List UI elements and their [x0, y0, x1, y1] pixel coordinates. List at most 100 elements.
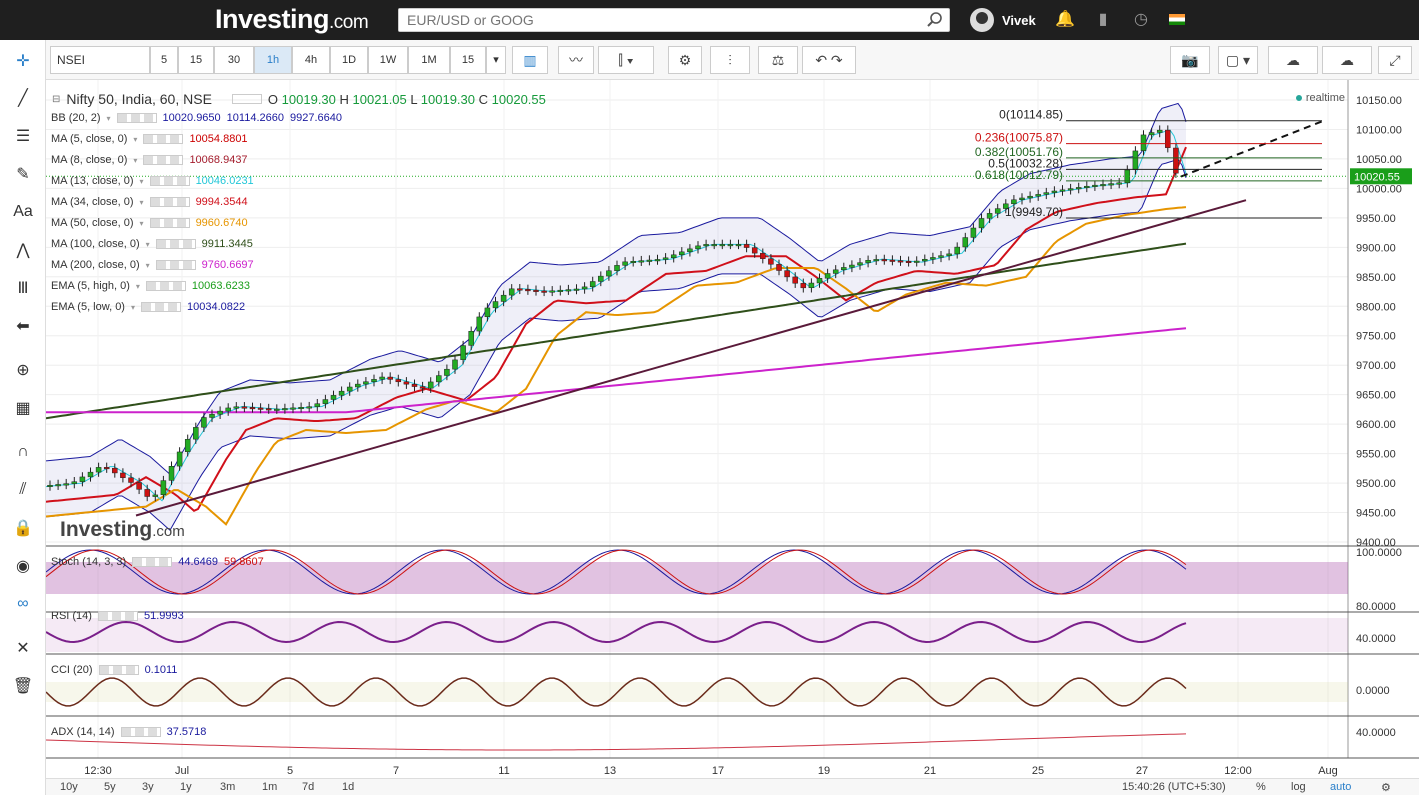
user-menu[interactable]: Vivek — [970, 8, 1036, 32]
dropdown-icon[interactable]: ▾ — [139, 176, 144, 186]
symbol-input[interactable]: NSEI — [50, 46, 150, 74]
interval-1h-button[interactable]: 1h — [254, 46, 292, 74]
dropdown-icon[interactable]: ▾ — [145, 260, 150, 270]
pane-settings-icon[interactable] — [120, 727, 161, 737]
back-arrow-icon[interactable]: ⬅ — [16, 318, 30, 335]
range-5y-button[interactable]: 5y — [104, 781, 116, 793]
indicator-legend[interactable]: MA (8, close, 0) ▾ 10068.9437 — [51, 154, 248, 166]
range-7d-button[interactable]: 7d — [302, 781, 315, 793]
gear-icon[interactable]: ⚙ — [668, 46, 702, 74]
range-3y-button[interactable]: 3y — [142, 781, 154, 793]
interval-dropdown-icon[interactable]: ▾ — [486, 46, 506, 74]
text-icon[interactable]: Aa — [13, 203, 33, 220]
indicator-settings-icon[interactable] — [145, 281, 186, 291]
dropdown-icon[interactable]: ▾ — [145, 239, 150, 249]
collapse-icon[interactable]: ⊟ — [52, 93, 61, 105]
log-toggle[interactable]: log — [1291, 781, 1306, 793]
clock-icon[interactable]: ◷ — [1134, 11, 1148, 28]
auto-toggle[interactable]: auto — [1330, 781, 1352, 793]
pane-legend[interactable]: CCI (20) 0.1011 — [51, 664, 177, 676]
zoom-icon[interactable]: ⊕ — [16, 362, 30, 379]
interval-30-button[interactable]: 30 — [214, 46, 254, 74]
interval-1D-button[interactable]: 1D — [330, 46, 368, 74]
dropdown-icon[interactable]: ▾ — [130, 302, 135, 312]
indicator-legend[interactable]: MA (5, close, 0) ▾ 10054.8801 — [51, 133, 248, 145]
indicators-icon[interactable]: ⫶ — [710, 46, 750, 74]
brush-icon[interactable]: ✎ — [16, 166, 30, 183]
pane-settings-icon[interactable] — [132, 557, 173, 567]
trash-icon[interactable]: 🗑 — [12, 678, 34, 695]
indicator-legend[interactable]: MA (100, close, 0) ▾ 9911.3445 — [51, 238, 253, 250]
indicator-legend[interactable]: MA (34, close, 0) ▾ 9994.3544 — [51, 196, 248, 208]
chart-area[interactable]: 10150.00 10100.00 10050.00 10000.00 9950.00 9… — [45, 80, 1419, 780]
interval-1M-button[interactable]: 1M — [408, 46, 450, 74]
camera-icon[interactable]: 📷 — [1170, 46, 1210, 74]
compare-icon[interactable]: ⚖ — [758, 46, 798, 74]
dropdown-icon[interactable]: ▾ — [135, 281, 140, 291]
portfolio-icon[interactable]: ▮ — [1098, 11, 1108, 28]
indicator-settings-icon[interactable] — [143, 134, 184, 144]
dropdown-icon[interactable]: ▾ — [139, 197, 144, 207]
indicator-legend[interactable]: MA (200, close, 0) ▾ 9760.6697 — [51, 259, 254, 271]
indicator-settings-icon[interactable] — [155, 239, 196, 249]
layout-icon[interactable]: ▢ ▾ — [1218, 46, 1258, 74]
range-10y-button[interactable]: 10y — [60, 781, 78, 793]
cloud-load-icon[interactable]: ☁ — [1268, 46, 1318, 74]
pane-settings-icon[interactable] — [98, 665, 139, 675]
candles-icon[interactable]: ▥ — [512, 46, 548, 74]
crosshair-icon[interactable]: ✛ — [16, 53, 30, 70]
measure-icon[interactable]: ▦ — [15, 400, 31, 417]
indicator-settings-icon[interactable] — [155, 260, 196, 270]
pane-legend[interactable]: RSI (14) 51.9993 — [51, 610, 184, 622]
bell-icon[interactable]: 🔔 — [1055, 11, 1075, 28]
india-flag-icon[interactable] — [1169, 14, 1185, 25]
eye-hide-icon[interactable]: ◉ — [16, 558, 30, 575]
dropdown-icon[interactable]: ▾ — [106, 113, 111, 123]
search-box[interactable] — [398, 8, 950, 32]
undo-redo-icon[interactable]: ↶ ↷ — [802, 46, 856, 74]
cloud-save-icon[interactable]: ☁ — [1322, 46, 1372, 74]
indicator-settings-icon[interactable] — [143, 155, 184, 165]
user-name[interactable]: Vivek — [1002, 12, 1036, 28]
indicator-legend[interactable]: EMA (5, high, 0) ▾ 10063.6233 — [51, 280, 250, 292]
lock-icon[interactable]: 🔒 — [13, 520, 33, 537]
dropdown-icon[interactable]: ▾ — [139, 218, 144, 228]
interval-5-button[interactable]: 5 — [150, 46, 178, 74]
tools-icon[interactable]: ✕ — [16, 640, 30, 657]
settings-gear-icon[interactable]: ⚙ — [1381, 782, 1391, 794]
pattern-icon[interactable]: ⋀ — [16, 242, 30, 259]
price-chart[interactable]: 10150.00 10100.00 10050.00 10000.00 9950.00 9… — [45, 80, 1419, 780]
indicator-settings-icon[interactable] — [141, 302, 181, 312]
pane-legend[interactable]: ADX (14, 14) 37.5718 — [51, 726, 206, 738]
ruler-icon[interactable]: ⫽ — [19, 481, 27, 498]
indicator-settings-icon[interactable] — [116, 113, 157, 123]
fib-icon[interactable]: Ⅲ — [17, 280, 29, 297]
title-settings-icon[interactable] — [231, 94, 262, 104]
range-1d-button[interactable]: 1d — [342, 781, 355, 793]
range-1y-button[interactable]: 1y — [180, 781, 192, 793]
interval-15-button[interactable]: 15 — [450, 46, 486, 74]
bars-chart-icon[interactable]: ⫿ ▾ — [598, 46, 654, 74]
interval-4h-button[interactable]: 4h — [292, 46, 330, 74]
indicator-settings-icon[interactable] — [149, 197, 190, 207]
search-input[interactable] — [399, 9, 919, 31]
range-3m-button[interactable]: 3m — [220, 781, 236, 793]
avatar[interactable] — [970, 8, 994, 32]
trend-line-icon[interactable]: ╱ — [18, 90, 28, 107]
interval-1W-button[interactable]: 1W — [368, 46, 408, 74]
dropdown-icon[interactable]: ▾ — [133, 134, 138, 144]
indicator-settings-icon[interactable] — [149, 218, 190, 228]
line-chart-icon[interactable]: 〰 — [558, 46, 594, 74]
magnet-icon[interactable]: ∩ — [17, 443, 29, 460]
horizontal-lines-icon[interactable]: ☰ — [15, 128, 31, 145]
indicator-settings-icon[interactable] — [149, 176, 190, 186]
indicator-legend[interactable]: MA (13, close, 0) ▾ 10046.0231 — [51, 175, 254, 187]
search-icon[interactable] — [927, 12, 943, 28]
pane-settings-icon[interactable] — [97, 611, 138, 621]
interval-15-button[interactable]: 15 — [178, 46, 214, 74]
percent-toggle[interactable]: % — [1256, 781, 1266, 793]
indicator-legend[interactable]: EMA (5, low, 0) ▾ 10034.0822 — [51, 301, 245, 313]
range-1m-button[interactable]: 1m — [262, 781, 278, 793]
investing-logo[interactable]: Investing.com — [215, 4, 369, 34]
link-icon[interactable]: ∞ — [17, 595, 29, 612]
